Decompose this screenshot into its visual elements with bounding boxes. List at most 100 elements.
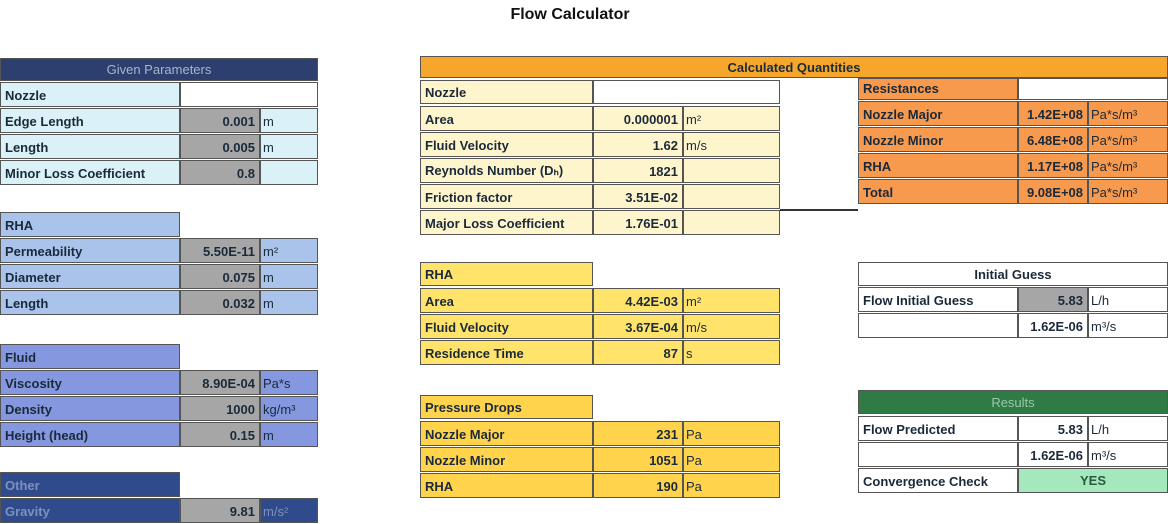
page-title: Flow Calculator [510, 6, 630, 23]
row-unit: Pa [683, 473, 780, 498]
row-value: 1821 [593, 158, 683, 183]
section-header: Nozzle [0, 82, 180, 107]
section-header: Resistances [858, 78, 1018, 100]
row-label: Gravity [0, 498, 180, 523]
row-value: 1.62E-06 [1018, 313, 1088, 338]
row-label: Height (head) [0, 422, 180, 447]
row-value: 0.8 [180, 160, 260, 185]
row-unit: Pa*s/m³ [1088, 179, 1168, 204]
row-value: 87 [593, 340, 683, 365]
row-value: 0.000001 [593, 106, 683, 131]
row-unit: Pa*s/m³ [1088, 101, 1168, 126]
table-header: Initial Guess [858, 262, 1168, 286]
row-label: Area [420, 288, 593, 313]
row-label: RHA [420, 473, 593, 498]
row-unit: L/h [1088, 287, 1168, 312]
row-value: 4.42E-03 [593, 288, 683, 313]
row-label: Minor Loss Coefficient [0, 160, 180, 185]
section-header: Fluid [0, 344, 180, 369]
table-header: Calculated Quantities [420, 56, 1168, 78]
row-label: Length [0, 134, 180, 159]
row-unit: m² [683, 288, 780, 313]
row-label: Nozzle Major [858, 101, 1018, 126]
row-label: Nozzle Minor [858, 127, 1018, 152]
row-label: Residence Time [420, 340, 593, 365]
row-unit: m³/s [1088, 442, 1168, 467]
row-label: Diameter [0, 264, 180, 289]
row-value: 6.48E+08 [1018, 127, 1088, 152]
row-unit: m [260, 264, 318, 289]
row-unit: m³/s [1088, 313, 1168, 338]
row-value: 3.51E-02 [593, 184, 683, 209]
row-label: Total [858, 179, 1018, 204]
connector-line [780, 209, 858, 211]
blank-cell [180, 82, 318, 107]
row-unit [683, 158, 780, 183]
row-unit: m/s [683, 132, 780, 157]
row-label: Fluid Velocity [420, 314, 593, 339]
row-value: 8.90E-04 [180, 370, 260, 395]
blank-cell [1018, 78, 1168, 100]
row-value: 1.76E-01 [593, 210, 683, 235]
row-label: Viscosity [0, 370, 180, 395]
row-unit: m² [260, 238, 318, 263]
row-label: Density [0, 396, 180, 421]
row-label: Edge Length [0, 108, 180, 133]
row-label [858, 442, 1018, 467]
row-label: Nozzle Minor [420, 447, 593, 472]
row-value: 5.83 [1018, 287, 1088, 312]
section-header: RHA [0, 212, 180, 237]
row-label: Area [420, 106, 593, 131]
row-unit: Pa [683, 447, 780, 472]
row-unit [260, 160, 318, 185]
table-header: Results [858, 390, 1168, 414]
row-value: 1.42E+08 [1018, 101, 1088, 126]
row-unit: m [260, 108, 318, 133]
row-unit [683, 210, 780, 235]
section-header: RHA [420, 262, 593, 286]
row-value: 0.005 [180, 134, 260, 159]
row-unit: Pa*s/m³ [1088, 153, 1168, 178]
row-unit: m [260, 422, 318, 447]
row-unit: m² [683, 106, 780, 131]
section-header: Pressure Drops [420, 395, 593, 419]
row-unit: Pa*s [260, 370, 318, 395]
row-value: 0.032 [180, 290, 260, 315]
row-unit: L/h [1088, 416, 1168, 441]
row-label: Flow Initial Guess [858, 287, 1018, 312]
row-unit [683, 184, 780, 209]
row-label: Major Loss Coefficient [420, 210, 593, 235]
row-unit: s [683, 340, 780, 365]
table-header: Given Parameters [0, 58, 318, 81]
row-label: Fluid Velocity [420, 132, 593, 157]
row-value: 9.08E+08 [1018, 179, 1088, 204]
blank-cell [593, 80, 780, 104]
section-header: Other [0, 472, 180, 497]
row-unit: m [260, 290, 318, 315]
row-unit: Pa*s/m³ [1088, 127, 1168, 152]
row-value: 1.62 [593, 132, 683, 157]
row-value: 1.17E+08 [1018, 153, 1088, 178]
row-value: 1000 [180, 396, 260, 421]
row-value: 5.50E-11 [180, 238, 260, 263]
row-label: Convergence Check [858, 468, 1018, 493]
row-label: Length [0, 290, 180, 315]
row-value: 190 [593, 473, 683, 498]
row-value: 9.81 [180, 498, 260, 523]
row-label: Nozzle Major [420, 421, 593, 446]
row-unit: m/s [683, 314, 780, 339]
row-unit: m/s² [260, 498, 318, 523]
row-value: 5.83 [1018, 416, 1088, 441]
row-value: 0.15 [180, 422, 260, 447]
row-value: YES [1018, 468, 1168, 493]
row-label: Flow Predicted [858, 416, 1018, 441]
row-value: 1.62E-06 [1018, 442, 1088, 467]
row-unit: Pa [683, 421, 780, 446]
row-unit: kg/m³ [260, 396, 318, 421]
row-label: Reynolds Number (Dₕ) [420, 158, 593, 183]
row-value: 3.67E-04 [593, 314, 683, 339]
section-header: Nozzle [420, 80, 593, 104]
row-label: Friction factor [420, 184, 593, 209]
row-value: 0.001 [180, 108, 260, 133]
